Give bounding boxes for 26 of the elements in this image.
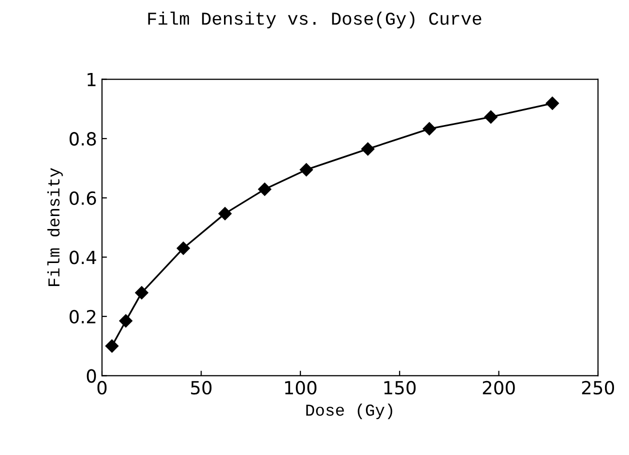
- point: [484, 110, 498, 124]
- y-tick-label: 0: [86, 369, 96, 383]
- point: [546, 96, 559, 110]
- point: [258, 182, 272, 196]
- y-tick-label: 0.6: [70, 191, 96, 205]
- x-tick-label: 100: [285, 380, 316, 395]
- x-tick-label: 0: [97, 380, 107, 395]
- x-axis-title: Dose (Gy): [306, 404, 392, 420]
- y-tick-label: 0.4: [70, 250, 96, 264]
- point: [135, 286, 148, 300]
- y-tick-label: 0.8: [70, 132, 96, 146]
- x-tick-label: 150: [384, 380, 416, 395]
- point: [218, 206, 232, 220]
- point: [361, 142, 374, 156]
- chart-title: Film Density vs. Dose(Gy) Curve: [148, 12, 482, 28]
- point: [176, 242, 190, 255]
- y-tick-label: 1: [88, 72, 96, 86]
- point: [422, 122, 436, 136]
- x-tick-label: 50: [191, 380, 212, 395]
- y-tick-label: 0.2: [70, 310, 96, 324]
- x-tick-label: 250: [582, 380, 614, 395]
- y-axis-title: Film density: [47, 168, 63, 286]
- x-tick-label: 200: [482, 380, 515, 395]
- point: [300, 163, 313, 176]
- point: [119, 314, 132, 328]
- point: [105, 339, 119, 353]
